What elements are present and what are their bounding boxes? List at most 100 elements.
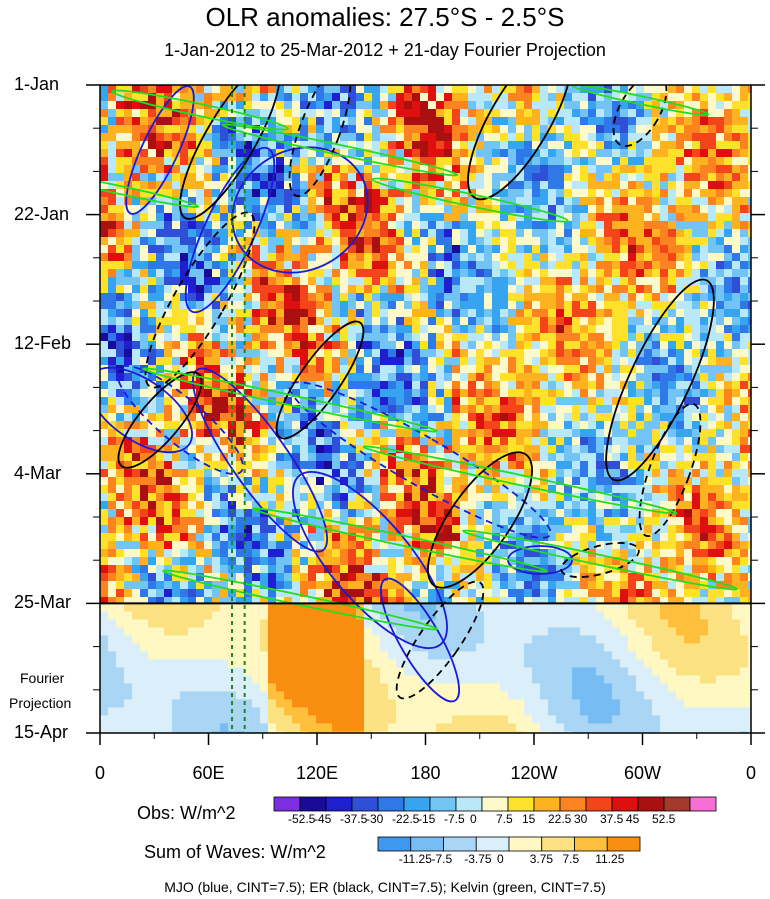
obs-cell bbox=[268, 541, 277, 550]
obs-cell bbox=[348, 541, 357, 550]
obs-cell bbox=[604, 365, 613, 374]
obs-cell bbox=[596, 381, 605, 390]
obs-cell bbox=[500, 317, 509, 326]
obs-cell bbox=[548, 141, 557, 150]
obs-cell bbox=[132, 381, 141, 390]
obs-cell bbox=[428, 437, 437, 446]
obs-cell bbox=[100, 197, 109, 206]
obs-cell bbox=[604, 309, 613, 318]
obs-cell bbox=[708, 245, 717, 254]
obs-cell bbox=[572, 485, 581, 494]
obs-cell bbox=[300, 293, 309, 302]
obs-cell bbox=[228, 349, 237, 358]
obs-cell bbox=[708, 173, 717, 182]
obs-cell bbox=[436, 141, 445, 150]
obs-cell bbox=[236, 189, 245, 198]
obs-cell bbox=[140, 245, 149, 254]
obs-cell bbox=[116, 373, 125, 382]
obs-cell bbox=[164, 117, 173, 126]
obs-cell bbox=[684, 525, 693, 534]
obs-cell bbox=[476, 341, 485, 350]
obs-cell bbox=[244, 485, 253, 494]
obs-cell bbox=[212, 149, 221, 158]
obs-cell bbox=[628, 293, 637, 302]
obs-cell bbox=[364, 421, 373, 430]
obs-cell bbox=[692, 301, 701, 310]
obs-cell bbox=[636, 181, 645, 190]
obs-cell bbox=[396, 269, 405, 278]
obs-cell bbox=[604, 501, 613, 510]
obs-cell bbox=[100, 101, 109, 110]
obs-cell bbox=[396, 349, 405, 358]
obs-cell bbox=[684, 381, 693, 390]
obs-cell bbox=[404, 445, 413, 454]
obs-cell bbox=[452, 229, 461, 238]
obs-cell bbox=[636, 421, 645, 430]
obs-cell bbox=[524, 469, 533, 478]
obs-cell bbox=[380, 117, 389, 126]
obs-cell bbox=[556, 565, 565, 574]
obs-cell bbox=[260, 269, 269, 278]
obs-cell bbox=[452, 453, 461, 462]
obs-cell bbox=[500, 125, 509, 134]
obs-cell bbox=[452, 157, 461, 166]
obs-cell bbox=[508, 381, 517, 390]
obs-cell bbox=[292, 405, 301, 414]
obs-cell bbox=[148, 461, 157, 470]
obs-cell bbox=[196, 229, 205, 238]
obs-cell bbox=[620, 549, 629, 558]
obs-cell bbox=[732, 453, 741, 462]
obs-cell bbox=[604, 165, 613, 174]
obs-cell bbox=[652, 261, 661, 270]
obs-cell bbox=[356, 261, 365, 270]
obs-cell bbox=[468, 405, 477, 414]
obs-cell bbox=[492, 365, 501, 374]
obs-cell bbox=[236, 437, 245, 446]
obs-cell bbox=[532, 325, 541, 334]
obs-cell bbox=[748, 557, 751, 566]
obs-cell bbox=[172, 429, 181, 438]
obs-cell bbox=[228, 197, 237, 206]
obs-cell bbox=[124, 285, 133, 294]
obs-cell bbox=[492, 437, 501, 446]
obs-cell bbox=[668, 85, 677, 94]
obs-cell bbox=[236, 325, 245, 334]
obs-cell bbox=[372, 437, 381, 446]
obs-cell bbox=[220, 173, 229, 182]
obs-cell bbox=[564, 493, 573, 502]
obs-cell bbox=[548, 397, 557, 406]
obs-cell bbox=[348, 197, 357, 206]
obs-cell bbox=[260, 405, 269, 414]
obs-cell bbox=[372, 101, 381, 110]
obs-cell bbox=[228, 269, 237, 278]
obs-cell bbox=[444, 437, 453, 446]
obs-cell bbox=[732, 277, 741, 286]
obs-cell bbox=[100, 245, 109, 254]
obs-cell bbox=[580, 381, 589, 390]
obs-cell bbox=[316, 245, 325, 254]
obs-cell bbox=[740, 181, 749, 190]
obs-cell bbox=[572, 269, 581, 278]
obs-cell bbox=[660, 389, 669, 398]
obs-cell bbox=[556, 181, 565, 190]
obs-cell bbox=[332, 141, 341, 150]
obs-cell bbox=[468, 445, 477, 454]
obs-cell bbox=[348, 349, 357, 358]
obs-cell bbox=[660, 501, 669, 510]
obs-cell bbox=[316, 237, 325, 246]
obs-cell bbox=[612, 237, 621, 246]
obs-cell bbox=[660, 253, 669, 262]
obs-cell bbox=[140, 485, 149, 494]
obs-cell bbox=[196, 485, 205, 494]
obs-cell bbox=[196, 245, 205, 254]
obs-cell bbox=[628, 357, 637, 366]
obs-cell bbox=[340, 477, 349, 486]
obs-cell bbox=[724, 413, 733, 422]
obs-cell bbox=[292, 93, 301, 102]
obs-cell bbox=[676, 277, 685, 286]
obs-cell bbox=[260, 429, 269, 438]
obs-cell bbox=[244, 237, 253, 246]
obs-cell bbox=[700, 309, 709, 318]
obs-cell bbox=[476, 461, 485, 470]
obs-cell bbox=[172, 237, 181, 246]
